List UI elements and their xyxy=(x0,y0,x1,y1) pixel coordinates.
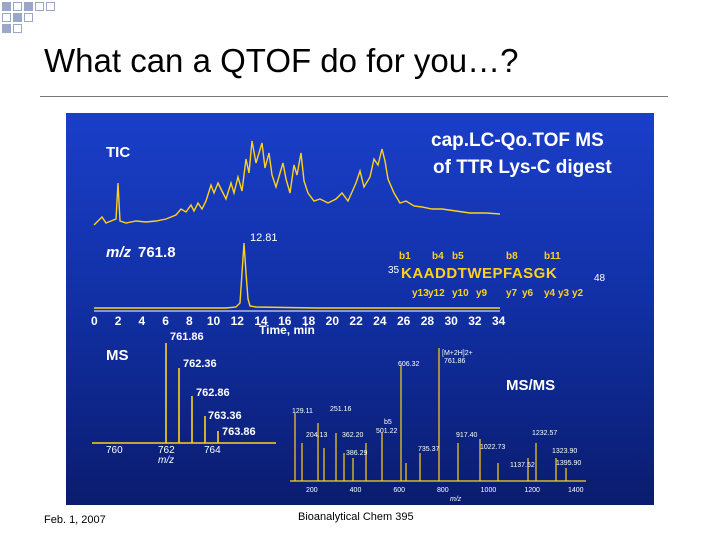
time-tick-10: 10 xyxy=(207,314,221,328)
time-tick-30: 30 xyxy=(444,314,458,328)
y-ion-y12: y12 xyxy=(428,288,445,299)
time-tick-14: 14 xyxy=(254,314,268,328)
eic-trace xyxy=(94,242,500,309)
msms-peak-1323-90: 1323.90 xyxy=(552,448,577,455)
sequence-start: 35 xyxy=(388,265,400,276)
y-ion-y3: y3 xyxy=(558,288,570,299)
msms-tick-400: 400 xyxy=(350,487,362,494)
msms-tick-1000: 1000 xyxy=(481,487,497,494)
time-tick-0: 0 xyxy=(91,314,98,328)
spectrum-figure-svg: cap.LC-Qo.TOF MS of TTR Lys-C digest TIC… xyxy=(91,130,650,503)
time-tick-32: 32 xyxy=(468,314,482,328)
b-ion-b8: b8 xyxy=(506,251,518,262)
time-tick-24: 24 xyxy=(373,314,387,328)
y-ion-y7: y7 xyxy=(506,288,518,299)
msms-peak-501-22: 501.22 xyxy=(376,428,398,435)
ms-peak-label-763-36: 763.36 xyxy=(208,410,242,422)
b-ion-b11: b11 xyxy=(544,251,561,262)
footer-date: Feb. 1, 2007 xyxy=(44,514,106,526)
y-ion-y10: y10 xyxy=(452,288,469,299)
msms-peak-386-29: 386.29 xyxy=(346,450,368,457)
msms-peak-129-11: 129.11 xyxy=(292,408,313,415)
spectrum-figure: cap.LC-Qo.TOF MS of TTR Lys-C digest TIC… xyxy=(66,113,654,505)
ms-axis-label: m/z xyxy=(158,455,174,466)
time-tick-4: 4 xyxy=(139,314,146,328)
time-tick-28: 28 xyxy=(421,314,435,328)
b-ion-b5: b5 xyxy=(452,251,464,262)
ms-tick-760: 760 xyxy=(106,445,123,456)
msms-peak-362-20: 362.20 xyxy=(342,432,364,439)
time-axis-ticks: 0 2 4 6 8 10 12 14 16 18 20 22 24 26 28 30 32 34 xyxy=(91,314,506,328)
msms-peak-b5: b5 xyxy=(384,419,392,426)
time-tick-6: 6 xyxy=(162,314,169,328)
ms-tick-762: 762 xyxy=(158,445,175,456)
ms-spectrum xyxy=(92,343,276,444)
msms-peak-1022-73: 1022.73 xyxy=(480,444,505,451)
time-tick-8: 8 xyxy=(186,314,193,328)
msms-precursor-value: 761.86 xyxy=(444,358,466,365)
y-ion-y4: y4 xyxy=(544,288,556,299)
msms-tick-1200: 1200 xyxy=(524,487,540,494)
msms-tick-200: 200 xyxy=(306,487,318,494)
y-ion-y9: y9 xyxy=(476,288,488,299)
ms-label: MS xyxy=(106,347,129,364)
peptide-sequence: 35 KAADDTWEPFASGK 48 b1 b4 b5 b8 b11 y13… xyxy=(388,251,606,299)
time-tick-18: 18 xyxy=(302,314,316,328)
ms-peak-label-762-36: 762.36 xyxy=(183,358,217,370)
msms-peak-917-40: 917.40 xyxy=(456,432,478,439)
tic-trace xyxy=(93,140,501,226)
msms-tick-1400: 1400 xyxy=(568,487,584,494)
msms-axis-label: m/z xyxy=(450,496,462,503)
msms-peak-1395-90: 1395.90 xyxy=(556,460,581,467)
time-tick-16: 16 xyxy=(278,314,292,328)
sequence-end: 48 xyxy=(594,273,606,284)
figure-heading-line1: cap.LC-Qo.TOF MS xyxy=(431,130,604,151)
msms-tick-600: 600 xyxy=(393,487,405,494)
tic-label: TIC xyxy=(106,144,130,161)
time-tick-12: 12 xyxy=(231,314,245,328)
msms-axis-ticks: 200 400 600 800 1000 1200 1400 xyxy=(306,487,584,494)
slide-title: What can a QTOF do for you…? xyxy=(44,42,519,79)
msms-peak-606-32: 606.32 xyxy=(398,361,420,368)
msms-peak-1232-57: 1232.57 xyxy=(532,430,557,437)
ms-peak-label-763-86: 763.86 xyxy=(222,426,256,438)
y-ion-y6: y6 xyxy=(522,288,534,299)
msms-peak-204-13: 204.13 xyxy=(306,432,328,439)
msms-panel xyxy=(276,345,650,501)
peak-retention-label: 12.81 xyxy=(250,232,278,244)
time-tick-20: 20 xyxy=(326,314,340,328)
b-ion-b1: b1 xyxy=(399,251,411,262)
sequence-residues: KAADDTWEPFASGK xyxy=(401,265,557,282)
time-tick-2: 2 xyxy=(115,314,122,328)
msms-peak-1137-52: 1137.52 xyxy=(510,462,535,469)
b-ion-b4: b4 xyxy=(432,251,444,262)
y-ion-y13: y13 xyxy=(412,288,429,299)
mz-label-value: 761.8 xyxy=(138,244,176,261)
msms-tick-800: 800 xyxy=(437,487,449,494)
time-tick-26: 26 xyxy=(397,314,411,328)
figure-heading-line2: of TTR Lys-C digest xyxy=(433,157,612,178)
mz-label-prefix: m/z xyxy=(106,244,132,261)
time-axis-label: Time, min xyxy=(259,323,315,337)
footer-course-title: Bioanalytical Chem 395 xyxy=(298,511,414,523)
time-tick-34: 34 xyxy=(492,314,506,328)
msms-peak-735-37: 735.37 xyxy=(418,446,440,453)
time-tick-22: 22 xyxy=(349,314,363,328)
ms-tick-764: 764 xyxy=(204,445,221,456)
msms-label: MS/MS xyxy=(506,377,555,394)
corner-decoration xyxy=(0,0,60,40)
ms-peak-label-761-86: 761.86 xyxy=(170,331,204,343)
msms-precursor-label: [M+2H]2+ xyxy=(442,350,473,357)
ms-peak-label-762-86: 762.86 xyxy=(196,387,230,399)
title-divider xyxy=(40,96,668,97)
msms-spectrum xyxy=(290,348,586,482)
msms-peak-251-16: 251.16 xyxy=(330,406,352,413)
y-ion-y2: y2 xyxy=(572,288,584,299)
